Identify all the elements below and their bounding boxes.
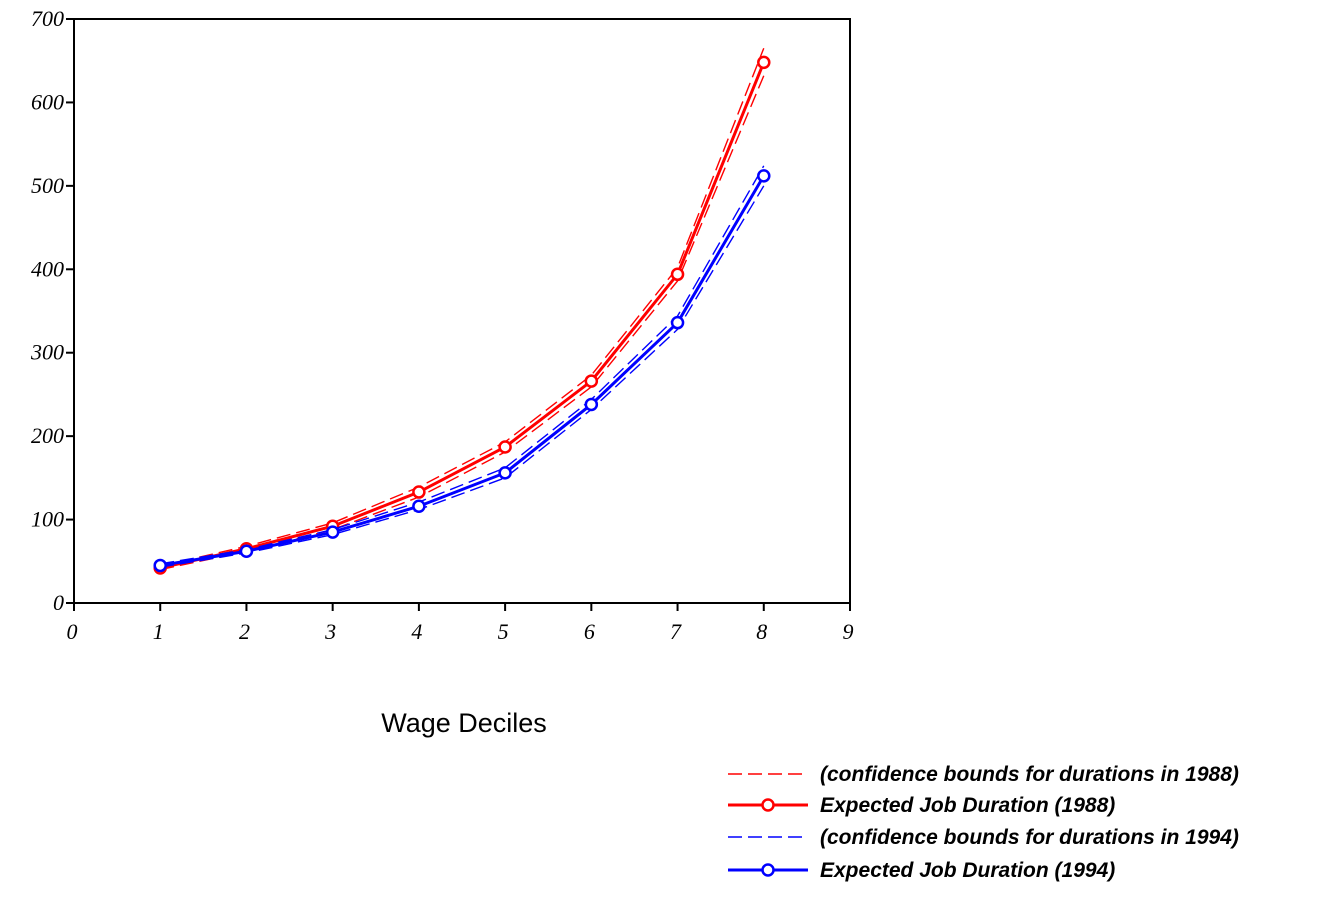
x-tick-label: 3: [324, 619, 336, 644]
x-tick-label: 9: [843, 619, 854, 644]
legend-item: Expected Job Duration (1994): [728, 859, 1115, 882]
x-tick-label: 1: [153, 619, 164, 644]
data-point: [325, 525, 340, 539]
x-tick-label: 2: [239, 619, 250, 644]
series-1: [153, 165, 771, 573]
x-tick-label: 7: [670, 619, 682, 644]
legend-item: (confidence bounds for durations in 1994…: [728, 826, 1239, 849]
x-tick-label: 8: [756, 619, 767, 644]
data-point: [757, 55, 771, 70]
y-tick-label: 100: [31, 507, 64, 532]
data-point: [412, 485, 426, 499]
series-line: [159, 61, 766, 570]
legend-swatch-marker: [761, 863, 775, 877]
confidence-bound-lower: [160, 185, 765, 568]
y-tick-label: 200: [31, 423, 64, 448]
legend-label: Expected Job Duration (1988): [820, 794, 1115, 817]
series-line: [159, 175, 766, 567]
legend-label: (confidence bounds for durations in 1988…: [820, 763, 1239, 786]
data-point: [670, 315, 685, 330]
y-tick-label: 400: [31, 256, 64, 281]
confidence-bound-upper: [160, 47, 765, 567]
tick-layer: 0 1 2 3 4 5 6 7 8 9 0 100 200 300 400 500 600 700: [30, 6, 854, 644]
y-tick-label: 700: [31, 6, 64, 31]
legend-item: Expected Job Duration (1988): [728, 794, 1115, 817]
y-tick-label: 600: [31, 89, 64, 114]
legend-label: Expected Job Duration (1994): [820, 859, 1115, 882]
legend-label: (confidence bounds for durations in 1994…: [820, 826, 1239, 849]
legend-swatch-marker: [761, 798, 775, 812]
data-point: [498, 466, 512, 480]
data-point: [584, 374, 599, 388]
x-tick-label: 4: [411, 619, 422, 644]
x-tick-label: 5: [498, 619, 509, 644]
confidence-bound-upper: [160, 165, 765, 565]
data-point: [670, 267, 685, 282]
data-point: [239, 544, 254, 559]
legend-item: (confidence bounds for durations in 1988…: [728, 763, 1239, 786]
data-point: [412, 499, 426, 513]
y-tick-label: 300: [30, 340, 64, 365]
plot-frame: [73, 18, 851, 604]
data-point: [757, 169, 771, 183]
x-tick-label: 6: [584, 619, 595, 644]
y-tick-label: 500: [31, 173, 64, 198]
data-point: [498, 440, 512, 454]
x-tick-label: 0: [67, 619, 78, 644]
y-tick-label: 0: [53, 590, 64, 615]
x-axis-title: Wage Deciles: [381, 708, 547, 738]
data-point: [153, 558, 167, 573]
series-0: [153, 47, 771, 575]
series-layer: [153, 47, 771, 575]
legend: (confidence bounds for durations in 1988…: [728, 763, 1239, 882]
data-point: [584, 397, 599, 412]
